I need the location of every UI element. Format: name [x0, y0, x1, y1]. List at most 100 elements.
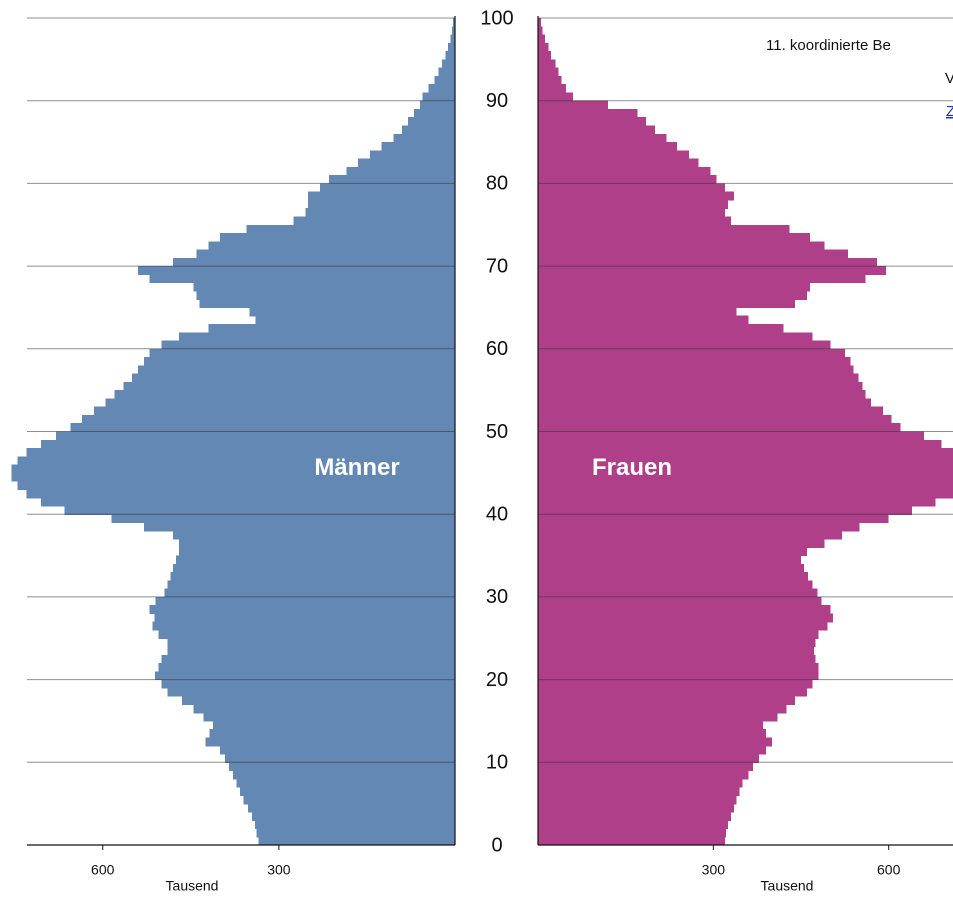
bar	[17, 456, 455, 466]
bar	[346, 166, 455, 176]
bar	[538, 241, 825, 251]
bar	[167, 687, 456, 697]
x-tick-label: 300	[267, 862, 291, 878]
bar	[450, 34, 455, 44]
bar	[538, 365, 854, 375]
bar	[538, 613, 834, 623]
bar	[538, 84, 567, 94]
bar	[538, 224, 790, 234]
bar	[538, 133, 667, 143]
series-label: Männer	[314, 454, 399, 481]
bar	[26, 489, 456, 499]
bar	[173, 530, 455, 540]
bar	[240, 787, 455, 796]
bar	[434, 75, 455, 85]
bar	[246, 224, 455, 234]
bar	[538, 150, 689, 160]
bar	[154, 613, 456, 623]
bar	[167, 580, 456, 590]
bar	[538, 282, 810, 292]
bar	[173, 563, 455, 573]
bar	[137, 365, 455, 375]
bar	[538, 704, 787, 714]
bar	[179, 547, 455, 557]
bar	[243, 795, 455, 805]
bar	[538, 456, 953, 466]
bar	[538, 836, 726, 846]
bar	[538, 671, 819, 681]
bar	[538, 51, 551, 60]
y-tick-label: 60	[486, 338, 508, 360]
bar	[538, 687, 807, 697]
bar	[538, 166, 711, 176]
bar	[143, 522, 455, 532]
bar	[179, 332, 455, 342]
bar	[442, 59, 455, 69]
bar	[158, 663, 456, 672]
bar	[319, 183, 455, 193]
bar	[419, 100, 455, 110]
bar	[26, 448, 456, 457]
bar	[308, 199, 455, 209]
bar	[538, 175, 717, 184]
y-tick-label: 90	[486, 90, 508, 112]
bar	[402, 125, 455, 135]
annotation: 11. koordinierte Be	[766, 37, 891, 54]
annotation-link[interactable]: Z	[946, 103, 953, 120]
annotation: V	[945, 70, 953, 87]
bar	[538, 580, 813, 590]
bar	[538, 290, 807, 300]
bar	[538, 373, 859, 383]
bar	[328, 175, 455, 184]
bar	[132, 373, 455, 383]
bar	[393, 133, 455, 143]
bar	[538, 737, 772, 747]
bar	[538, 729, 766, 739]
bar	[196, 290, 455, 300]
bar	[538, 605, 831, 615]
y-tick-label: 0	[491, 834, 502, 856]
bar	[203, 712, 455, 722]
bar	[64, 505, 456, 515]
bar	[538, 803, 734, 813]
bar	[161, 654, 456, 664]
bar	[538, 381, 863, 391]
bar	[538, 572, 809, 581]
bar	[538, 563, 804, 573]
bar	[538, 522, 860, 532]
bar	[220, 745, 455, 755]
bar	[114, 390, 455, 400]
y-tick-label: 50	[486, 421, 508, 443]
bar	[199, 299, 455, 309]
bar	[55, 431, 455, 441]
overlay: 300 600 Tausend Männer 300 600 Tausend Frauen 0 1…	[27, 7, 953, 894]
bar	[167, 646, 456, 656]
bar	[228, 762, 455, 772]
bar	[179, 539, 455, 548]
bar	[193, 704, 455, 714]
bar	[196, 249, 455, 259]
bar	[161, 679, 456, 689]
bar	[438, 67, 455, 77]
x-tick-label: 300	[702, 862, 726, 878]
bar	[538, 514, 889, 524]
bar	[538, 323, 784, 333]
bar	[538, 795, 737, 805]
bar	[538, 18, 541, 27]
bar	[258, 836, 455, 846]
bar	[369, 150, 455, 160]
bar	[538, 59, 556, 69]
bar	[538, 249, 848, 259]
bar	[176, 555, 455, 565]
bar	[305, 208, 455, 218]
y-tick-label: 40	[486, 503, 508, 525]
bar	[538, 299, 796, 309]
bar	[213, 720, 455, 730]
bar	[538, 820, 728, 830]
bar	[293, 216, 455, 226]
bar	[538, 414, 892, 424]
bar	[538, 216, 731, 226]
bar	[538, 654, 816, 664]
bar	[11, 464, 455, 474]
